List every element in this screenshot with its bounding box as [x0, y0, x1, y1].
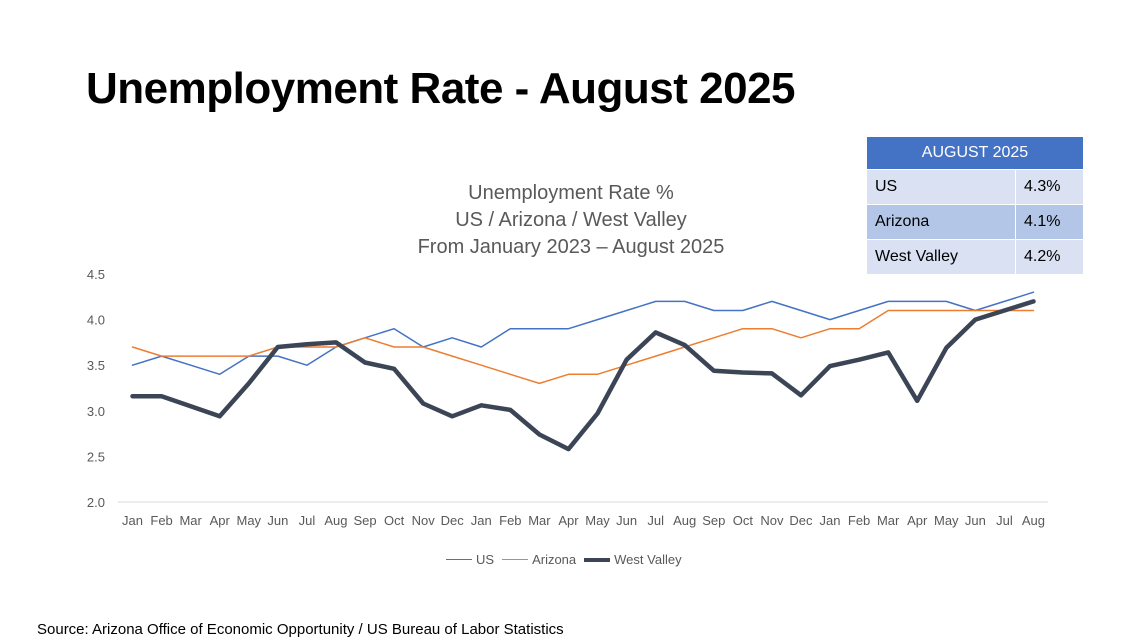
- legend-item-west-valley: West Valley: [584, 552, 682, 567]
- x-tick-label: Jan: [820, 513, 841, 528]
- chart-title: Unemployment Rate % US / Arizona / West …: [321, 180, 821, 261]
- chart-title-line-2: US / Arizona / West Valley: [455, 209, 687, 231]
- summary-table-header: AUGUST 2025: [866, 136, 1084, 170]
- x-tick-label: Apr: [907, 513, 928, 528]
- summary-label: US: [866, 169, 1016, 205]
- x-tick-label: Jan: [122, 513, 143, 528]
- x-tick-label: Aug: [324, 513, 347, 528]
- y-tick-label: 2.0: [87, 495, 105, 510]
- y-tick-label: 4.5: [87, 267, 105, 282]
- y-tick-label: 3.5: [87, 358, 105, 373]
- x-tick-label: Mar: [877, 513, 900, 528]
- x-tick-label: Apr: [558, 513, 579, 528]
- series-line-west-valley: [130, 299, 1036, 452]
- summary-table-header-row: AUGUST 2025: [866, 136, 1084, 170]
- legend-swatch-us: [446, 559, 472, 560]
- x-tick-label: Mar: [179, 513, 202, 528]
- x-tick-label: Jun: [965, 513, 986, 528]
- series-lines: [130, 291, 1036, 452]
- x-tick-label: Oct: [733, 513, 754, 528]
- page-title: Unemployment Rate - August 2025: [86, 64, 796, 113]
- y-axis: 2.0 2.5 3.0 3.5 4.0 4.5: [87, 267, 105, 510]
- x-tick-label: Jun: [267, 513, 288, 528]
- x-tick-label: Jun: [616, 513, 637, 528]
- legend-swatch-arizona: [502, 559, 529, 560]
- x-tick-label: Apr: [210, 513, 231, 528]
- summary-value: 4.2%: [1015, 239, 1084, 275]
- chart-title-line-3: From January 2023 – August 2025: [417, 236, 725, 258]
- legend-label: Arizona: [532, 552, 577, 567]
- x-tick-label: Dec: [789, 513, 813, 528]
- summary-row-west-valley: West Valley 4.2%: [866, 239, 1084, 275]
- x-tick-label: Feb: [499, 513, 521, 528]
- x-tick-label: Sep: [702, 513, 725, 528]
- x-tick-label: Aug: [1022, 513, 1045, 528]
- summary-table: AUGUST 2025 US 4.3% Arizona 4.1% West Va…: [866, 136, 1084, 275]
- chart-legend: US Arizona West Valley: [446, 552, 690, 567]
- x-axis: Jan Feb Mar Apr May Jun Jul Aug Sep Oct Nov Dec Jan F…: [122, 513, 1045, 528]
- y-tick-label: 3.0: [87, 404, 105, 419]
- summary-row-us: US 4.3%: [866, 169, 1084, 205]
- x-tick-label: Jul: [647, 513, 664, 528]
- legend-item-us: US: [446, 552, 494, 567]
- x-tick-label: Jan: [471, 513, 492, 528]
- x-tick-label: May: [585, 513, 610, 528]
- summary-value: 4.3%: [1015, 169, 1084, 205]
- x-tick-label: May: [934, 513, 959, 528]
- series-line-us: [131, 291, 1035, 376]
- summary-label: Arizona: [866, 204, 1016, 240]
- summary-value: 4.1%: [1015, 204, 1084, 240]
- summary-label: West Valley: [866, 239, 1016, 275]
- x-tick-label: Mar: [528, 513, 551, 528]
- x-tick-label: Feb: [150, 513, 172, 528]
- x-tick-label: Nov: [760, 513, 784, 528]
- chart-title-line-1: Unemployment Rate %: [468, 182, 674, 204]
- legend-item-arizona: Arizona: [502, 552, 576, 567]
- x-tick-label: Aug: [673, 513, 696, 528]
- x-tick-label: Feb: [848, 513, 870, 528]
- x-tick-label: Jul: [996, 513, 1013, 528]
- x-tick-label: Jul: [299, 513, 316, 528]
- summary-row-arizona: Arizona 4.1%: [866, 204, 1084, 240]
- x-tick-label: Dec: [441, 513, 465, 528]
- y-tick-label: 2.5: [87, 449, 105, 464]
- x-tick-label: Nov: [412, 513, 436, 528]
- x-tick-label: Oct: [384, 513, 405, 528]
- x-tick-label: May: [237, 513, 262, 528]
- y-tick-label: 4.0: [87, 313, 105, 328]
- source-note: Source: Arizona Office of Economic Oppor…: [37, 621, 564, 638]
- legend-label: US: [476, 552, 495, 567]
- legend-swatch-west-valley: [584, 557, 611, 562]
- x-tick-label: Sep: [353, 513, 376, 528]
- legend-label: West Valley: [614, 552, 682, 567]
